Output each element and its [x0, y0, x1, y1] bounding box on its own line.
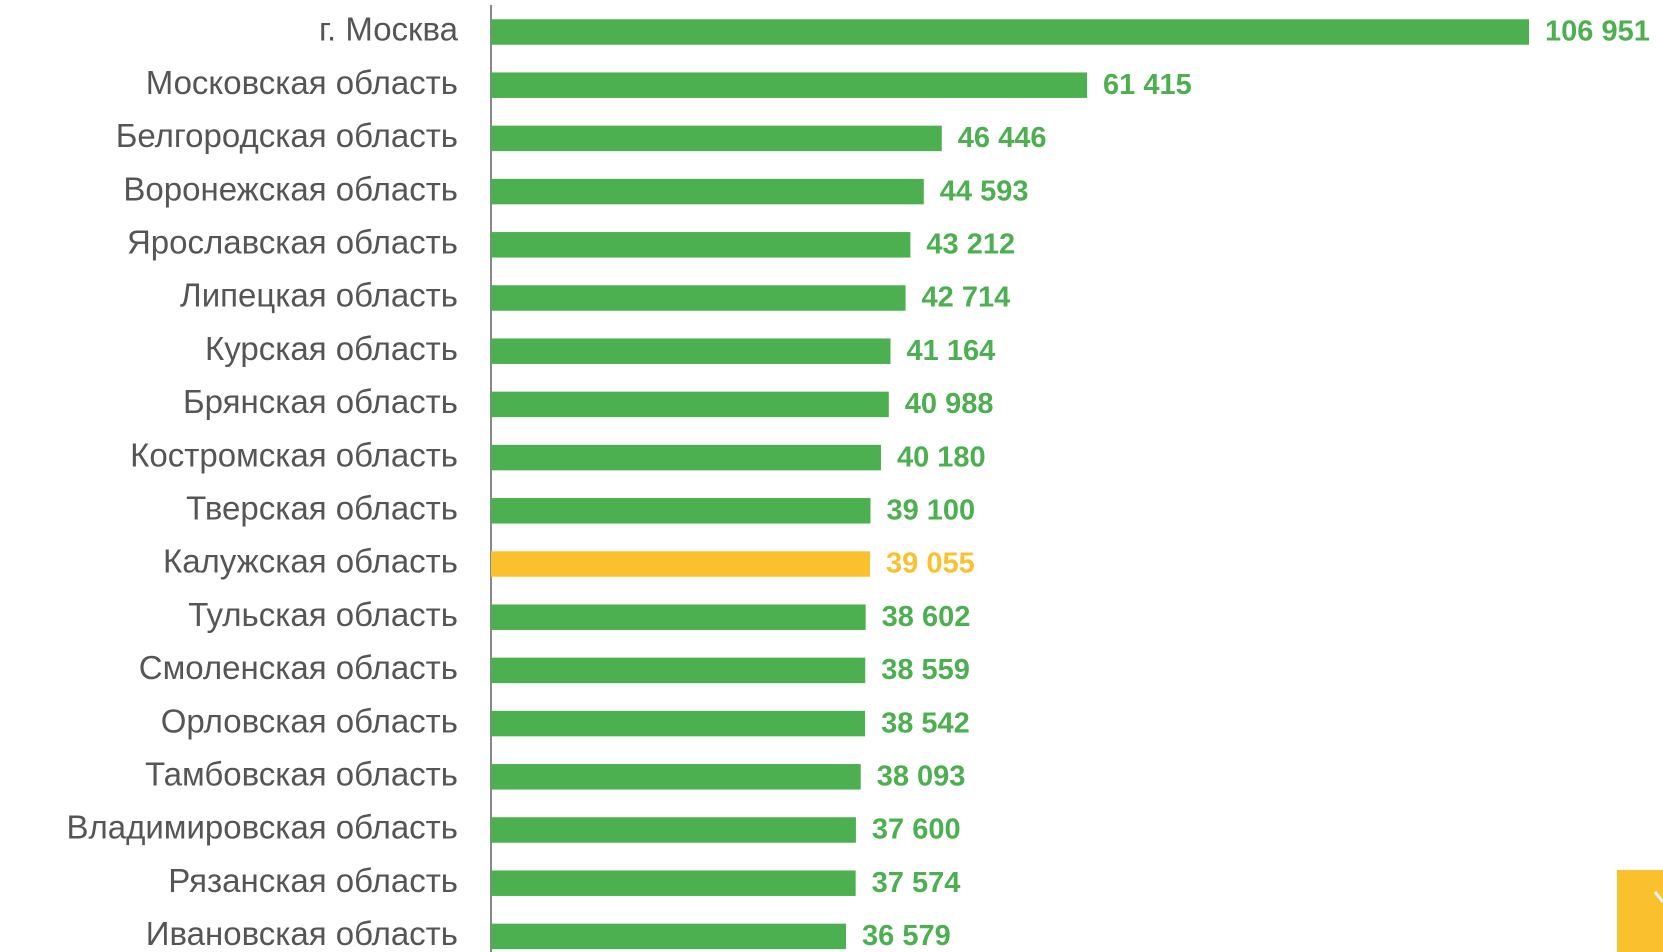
bar	[491, 391, 889, 418]
category-label: Брянская область	[183, 383, 458, 420]
value-label: 39 100	[886, 494, 975, 526]
category-label: Воронежская область	[123, 170, 458, 207]
category-label: Тверская область	[186, 490, 458, 527]
bar	[491, 764, 861, 790]
bar	[491, 232, 911, 258]
corner-badge	[1617, 870, 1663, 952]
category-label: Владимировская область	[66, 809, 458, 846]
bar	[491, 710, 866, 737]
bar	[491, 285, 906, 311]
bar	[491, 870, 856, 896]
value-label: 61 415	[1103, 69, 1192, 101]
value-label: 36 579	[862, 920, 951, 952]
value-label: 38 559	[881, 654, 970, 686]
bar	[491, 338, 891, 364]
value-label: 37 600	[872, 814, 961, 846]
bar	[491, 125, 942, 152]
bar	[491, 178, 924, 205]
value-label: 106 951	[1545, 16, 1650, 48]
value-label: 38 602	[882, 601, 971, 633]
value-label: 37 574	[872, 867, 961, 899]
category-label: Курская область	[205, 330, 458, 367]
category-label: Ивановская область	[146, 915, 458, 952]
value-label: 44 593	[940, 175, 1029, 207]
bar	[491, 923, 847, 950]
value-label: 46 446	[958, 122, 1047, 154]
bar	[491, 498, 871, 524]
category-label: Ярославская область	[127, 224, 458, 261]
value-label: 41 164	[907, 335, 996, 367]
value-label: 42 714	[922, 282, 1011, 314]
category-label: Московская область	[146, 64, 458, 101]
bar	[491, 72, 1088, 98]
value-label: 38 093	[877, 760, 966, 792]
bar	[491, 551, 871, 577]
category-label: Костромская область	[130, 436, 458, 473]
bar	[491, 817, 856, 843]
category-label: Орловская область	[161, 702, 458, 739]
value-label: 40 180	[897, 441, 986, 473]
chevron	[1653, 891, 1663, 903]
value-label: 39 055	[886, 548, 975, 580]
category-label: Смоленская область	[139, 649, 458, 686]
category-label: Тамбовская область	[145, 756, 458, 793]
bar	[491, 604, 866, 630]
category-label: Тульская область	[188, 596, 458, 633]
value-label: 40 988	[905, 388, 994, 420]
category-label: Рязанская область	[168, 862, 458, 899]
category-label: г. Москва	[319, 11, 459, 48]
bar	[491, 657, 866, 684]
category-label: Липецкая область	[180, 277, 458, 314]
value-label: 43 212	[926, 228, 1015, 260]
category-label: Белгородская область	[116, 117, 458, 154]
bar	[491, 444, 881, 471]
value-label: 38 542	[881, 707, 970, 739]
bar	[491, 19, 1529, 45]
category-label: Калужская область	[163, 543, 458, 580]
